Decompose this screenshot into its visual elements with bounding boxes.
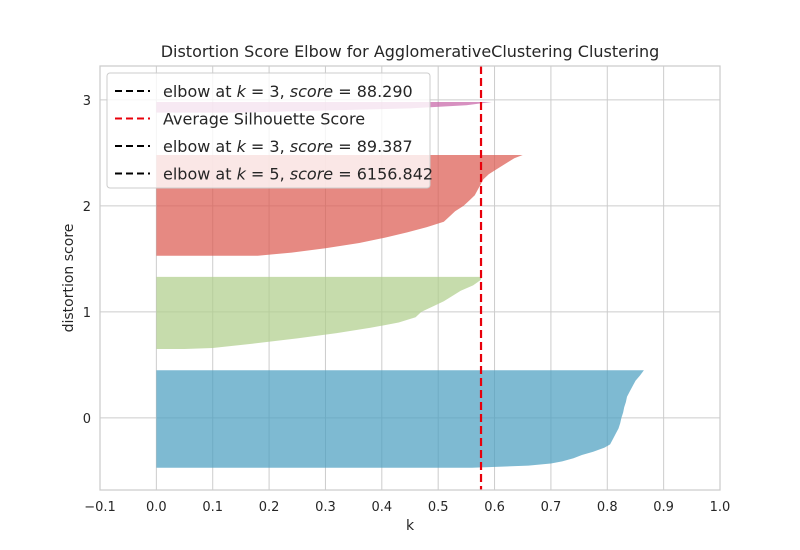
y-tick-label: 2 [83, 200, 91, 215]
x-axis-label: k [406, 518, 415, 534]
x-tick-label: 0.2 [259, 500, 280, 515]
legend-entry: elbow at k = 3, score = 88.290 [163, 82, 413, 101]
x-tick-label: 0.5 [428, 500, 449, 515]
y-tick-labels: 0 1 2 3 [83, 94, 91, 427]
y-tick-label: 3 [83, 94, 91, 109]
x-tick-label: 0.3 [315, 500, 336, 515]
y-tick-label: 1 [83, 306, 91, 321]
cluster-1-silhouette [156, 276, 483, 349]
x-tick-label: 0.9 [653, 500, 674, 515]
x-tick-label: 0.7 [541, 500, 562, 515]
x-tick-label: 0.0 [146, 500, 167, 515]
x-tick-label: 1.0 [710, 500, 731, 515]
x-tick-label: 0.8 [597, 500, 618, 515]
x-tick-label: −0.1 [84, 500, 116, 515]
legend-entry: elbow at k = 5, score = 6156.842 [163, 165, 433, 184]
legend-entry: Average Silhouette Score [163, 110, 365, 129]
chart-title: Distortion Score Elbow for Agglomerative… [161, 42, 660, 61]
y-tick-label: 0 [83, 412, 91, 427]
legend-box [106, 72, 431, 189]
x-tick-label: 0.1 [202, 500, 223, 515]
legend-entry: elbow at k = 3, score = 89.387 [163, 137, 413, 156]
legend: elbow at k = 3, score = 88.290 Average Si… [106, 72, 433, 189]
x-tick-label: 0.4 [371, 500, 392, 515]
x-tick-labels: −0.1 0.0 0.1 0.2 0.3 0.4 0.5 0.6 0.7 0.8 0.9 1.0 [84, 500, 730, 515]
x-tick-label: 0.6 [484, 500, 505, 515]
y-axis-label: distortion score [61, 224, 77, 333]
plot-frame [99, 65, 721, 491]
cluster-0-silhouette [156, 370, 644, 468]
